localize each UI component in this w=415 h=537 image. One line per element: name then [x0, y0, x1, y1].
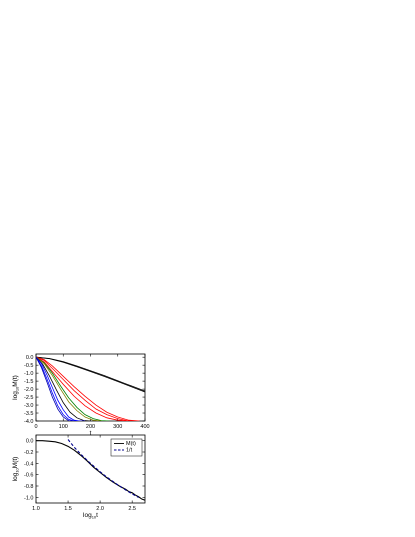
bottom-legend: M(t)1/t	[110, 438, 143, 457]
top-y-tick-label: -3.0	[24, 403, 33, 409]
bottom-plot: 1.0 1.5 2.0 2.5 0.0 -0.2 -0.4 -0.6 -0.8 -1.0 log10…	[12, 434, 146, 520]
top-y-axis-label: log10M(t)	[12, 375, 20, 400]
top-plot: 0 100 200 300 400 0.0 -0.5 -1.0 -1.5 -2.0 -2.5 -3.0…	[12, 353, 150, 437]
top-y-tick-label: -1.5	[24, 379, 33, 385]
bottom-y-axis-label: log10M(t)	[12, 457, 20, 482]
bottom-legend-label: 1/t	[126, 448, 133, 454]
top-x-tick-label: 300	[113, 424, 122, 430]
top-series-line-11	[36, 357, 75, 421]
top-y-tick-label: -2.0	[24, 387, 33, 393]
bottom-y-tick-label: -0.6	[24, 473, 33, 479]
top-x-axis-label: t	[90, 430, 92, 437]
top-y-tick-label: -4.0	[24, 419, 33, 425]
bottom-frame	[35, 434, 146, 504]
bottom-series-group	[36, 439, 145, 501]
bottom-y-tick-label: 0.0	[26, 439, 34, 445]
top-y-tick-label: -2.5	[24, 395, 33, 401]
top-x-tick-label: 400	[140, 424, 149, 430]
bottom-x-tick-label: 2.0	[96, 506, 104, 512]
top-y-tick-label: -0.5	[24, 363, 33, 369]
bottom-y-tick-label: -0.2	[24, 450, 33, 456]
bottom-x-tick-label: 1.5	[64, 506, 72, 512]
top-series-line-1	[36, 356, 145, 392]
bottom-y-tick-label: -0.4	[24, 461, 33, 467]
bottom-x-tick-label: 1.0	[32, 506, 40, 512]
top-series-line-8	[36, 356, 91, 421]
top-series-line-4	[36, 356, 140, 421]
top-series-line-2	[36, 356, 145, 393]
bottom-legend-label: M(t)	[126, 441, 136, 447]
top-series-group	[36, 356, 145, 421]
top-y-tick-label: -1.0	[24, 371, 33, 377]
bottom-y-tick-label: -1.0	[24, 495, 33, 501]
top-series-line-3	[36, 356, 140, 421]
top-series-line-10	[36, 356, 80, 421]
bottom-x-tick-label: 2.5	[128, 506, 136, 512]
top-series-line-5	[36, 356, 129, 421]
top-series-line-6	[36, 356, 110, 421]
top-y-tick-label: 0.0	[26, 355, 34, 361]
top-y-tick-label: -3.5	[24, 411, 33, 417]
top-x-tick-label: 200	[86, 424, 95, 430]
bottom-y-tick-label: -0.8	[24, 484, 33, 490]
bottom-series-line-2	[67, 439, 139, 498]
top-x-tick-label: 100	[59, 424, 68, 430]
bottom-x-axis-label: log10t	[83, 512, 98, 520]
top-x-tick-label: 0	[34, 424, 37, 430]
top-series-line-7	[36, 356, 102, 421]
